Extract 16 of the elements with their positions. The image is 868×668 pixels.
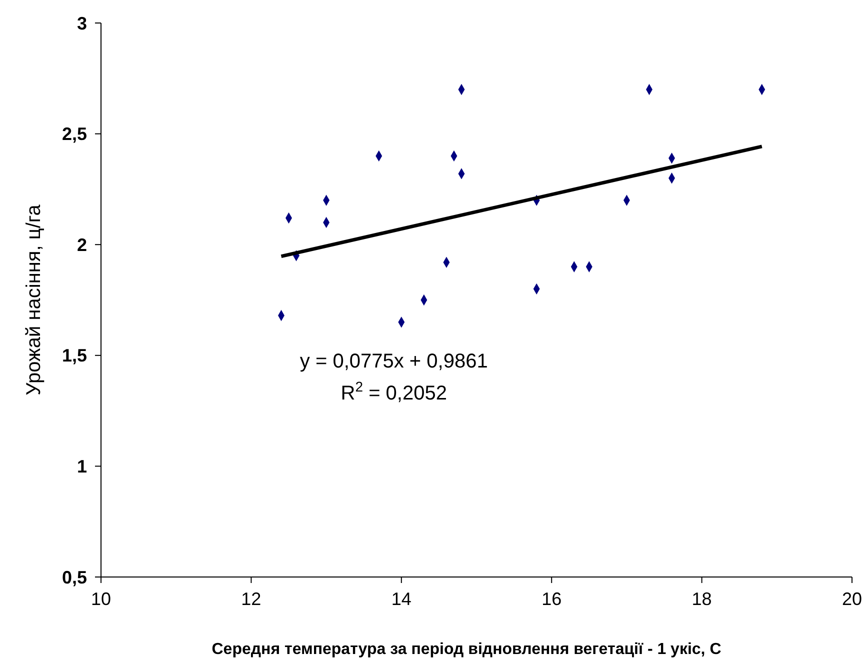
annotation: y = 0,0775x + 0,9861 — [300, 350, 488, 372]
x-tick-label: 18 — [692, 589, 712, 609]
y-tick-label: 0,5 — [62, 567, 87, 588]
x-tick-label: 14 — [391, 589, 412, 609]
y-tick-label: 3 — [76, 13, 87, 34]
y-tick-label: 1,5 — [62, 346, 87, 366]
annotation: R$^{2}$ = 0,2052 — [340, 378, 447, 404]
x-axis-title: Середня температура за період відновлення вегетації - 1 укіс, С — [212, 641, 722, 658]
y-tick-label: 1 — [76, 456, 87, 476]
x-tick-label: 12 — [241, 589, 262, 609]
y-axis-title: Урожай насіння, ц/га — [23, 204, 45, 396]
x-tick-label: 10 — [90, 589, 112, 609]
x-tick-label: 20 — [842, 589, 862, 609]
x-tick-label: 16 — [542, 589, 562, 609]
y-tick-label: 2 — [76, 234, 87, 255]
y-tick-label: 2,5 — [62, 124, 87, 144]
